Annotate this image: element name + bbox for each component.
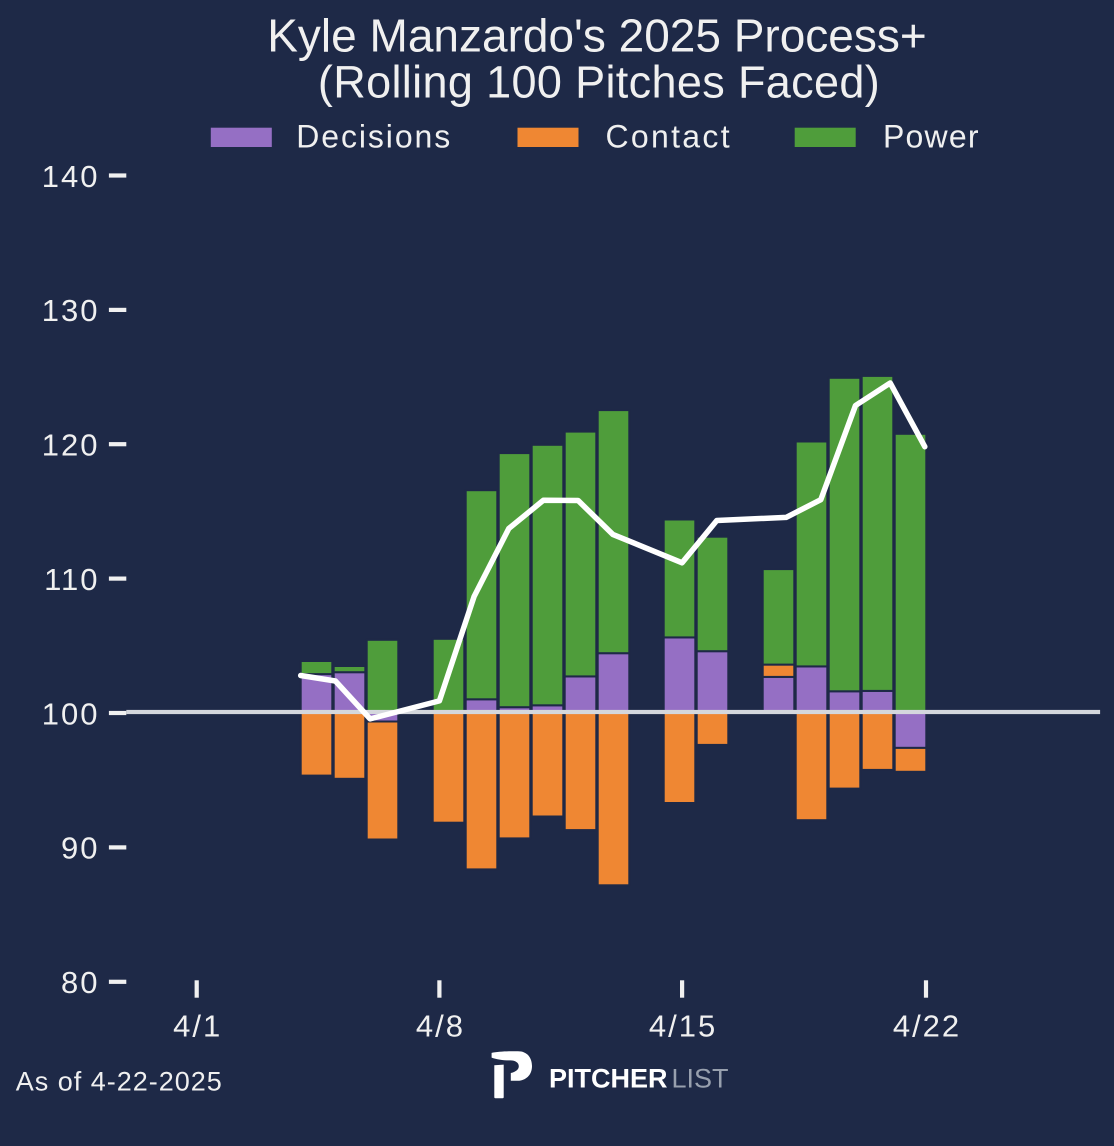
svg-text:LIST: LIST — [672, 1064, 729, 1094]
svg-text:140: 140 — [42, 159, 100, 194]
svg-text:90: 90 — [61, 831, 99, 866]
svg-text:Power: Power — [883, 119, 980, 155]
svg-text:100: 100 — [42, 696, 100, 731]
svg-text:As of 4-22-2025: As of 4-22-2025 — [16, 1067, 223, 1097]
svg-text:(Rolling 100 Pitches Faced): (Rolling 100 Pitches Faced) — [318, 57, 880, 108]
svg-text:120: 120 — [42, 428, 100, 463]
svg-text:110: 110 — [44, 562, 99, 597]
svg-text:80: 80 — [61, 965, 99, 1000]
svg-text:PITCHER: PITCHER — [549, 1064, 668, 1094]
svg-text:4/8: 4/8 — [416, 1009, 465, 1044]
svg-text:Decisions: Decisions — [296, 119, 452, 155]
svg-text:Kyle Manzardo's 2025 Process+: Kyle Manzardo's 2025 Process+ — [267, 10, 927, 62]
svg-text:Contact: Contact — [606, 119, 732, 155]
svg-text:4/22: 4/22 — [893, 1009, 961, 1044]
svg-text:4/1: 4/1 — [173, 1009, 222, 1044]
svg-text:130: 130 — [42, 293, 100, 328]
svg-text:4/15: 4/15 — [649, 1009, 717, 1044]
